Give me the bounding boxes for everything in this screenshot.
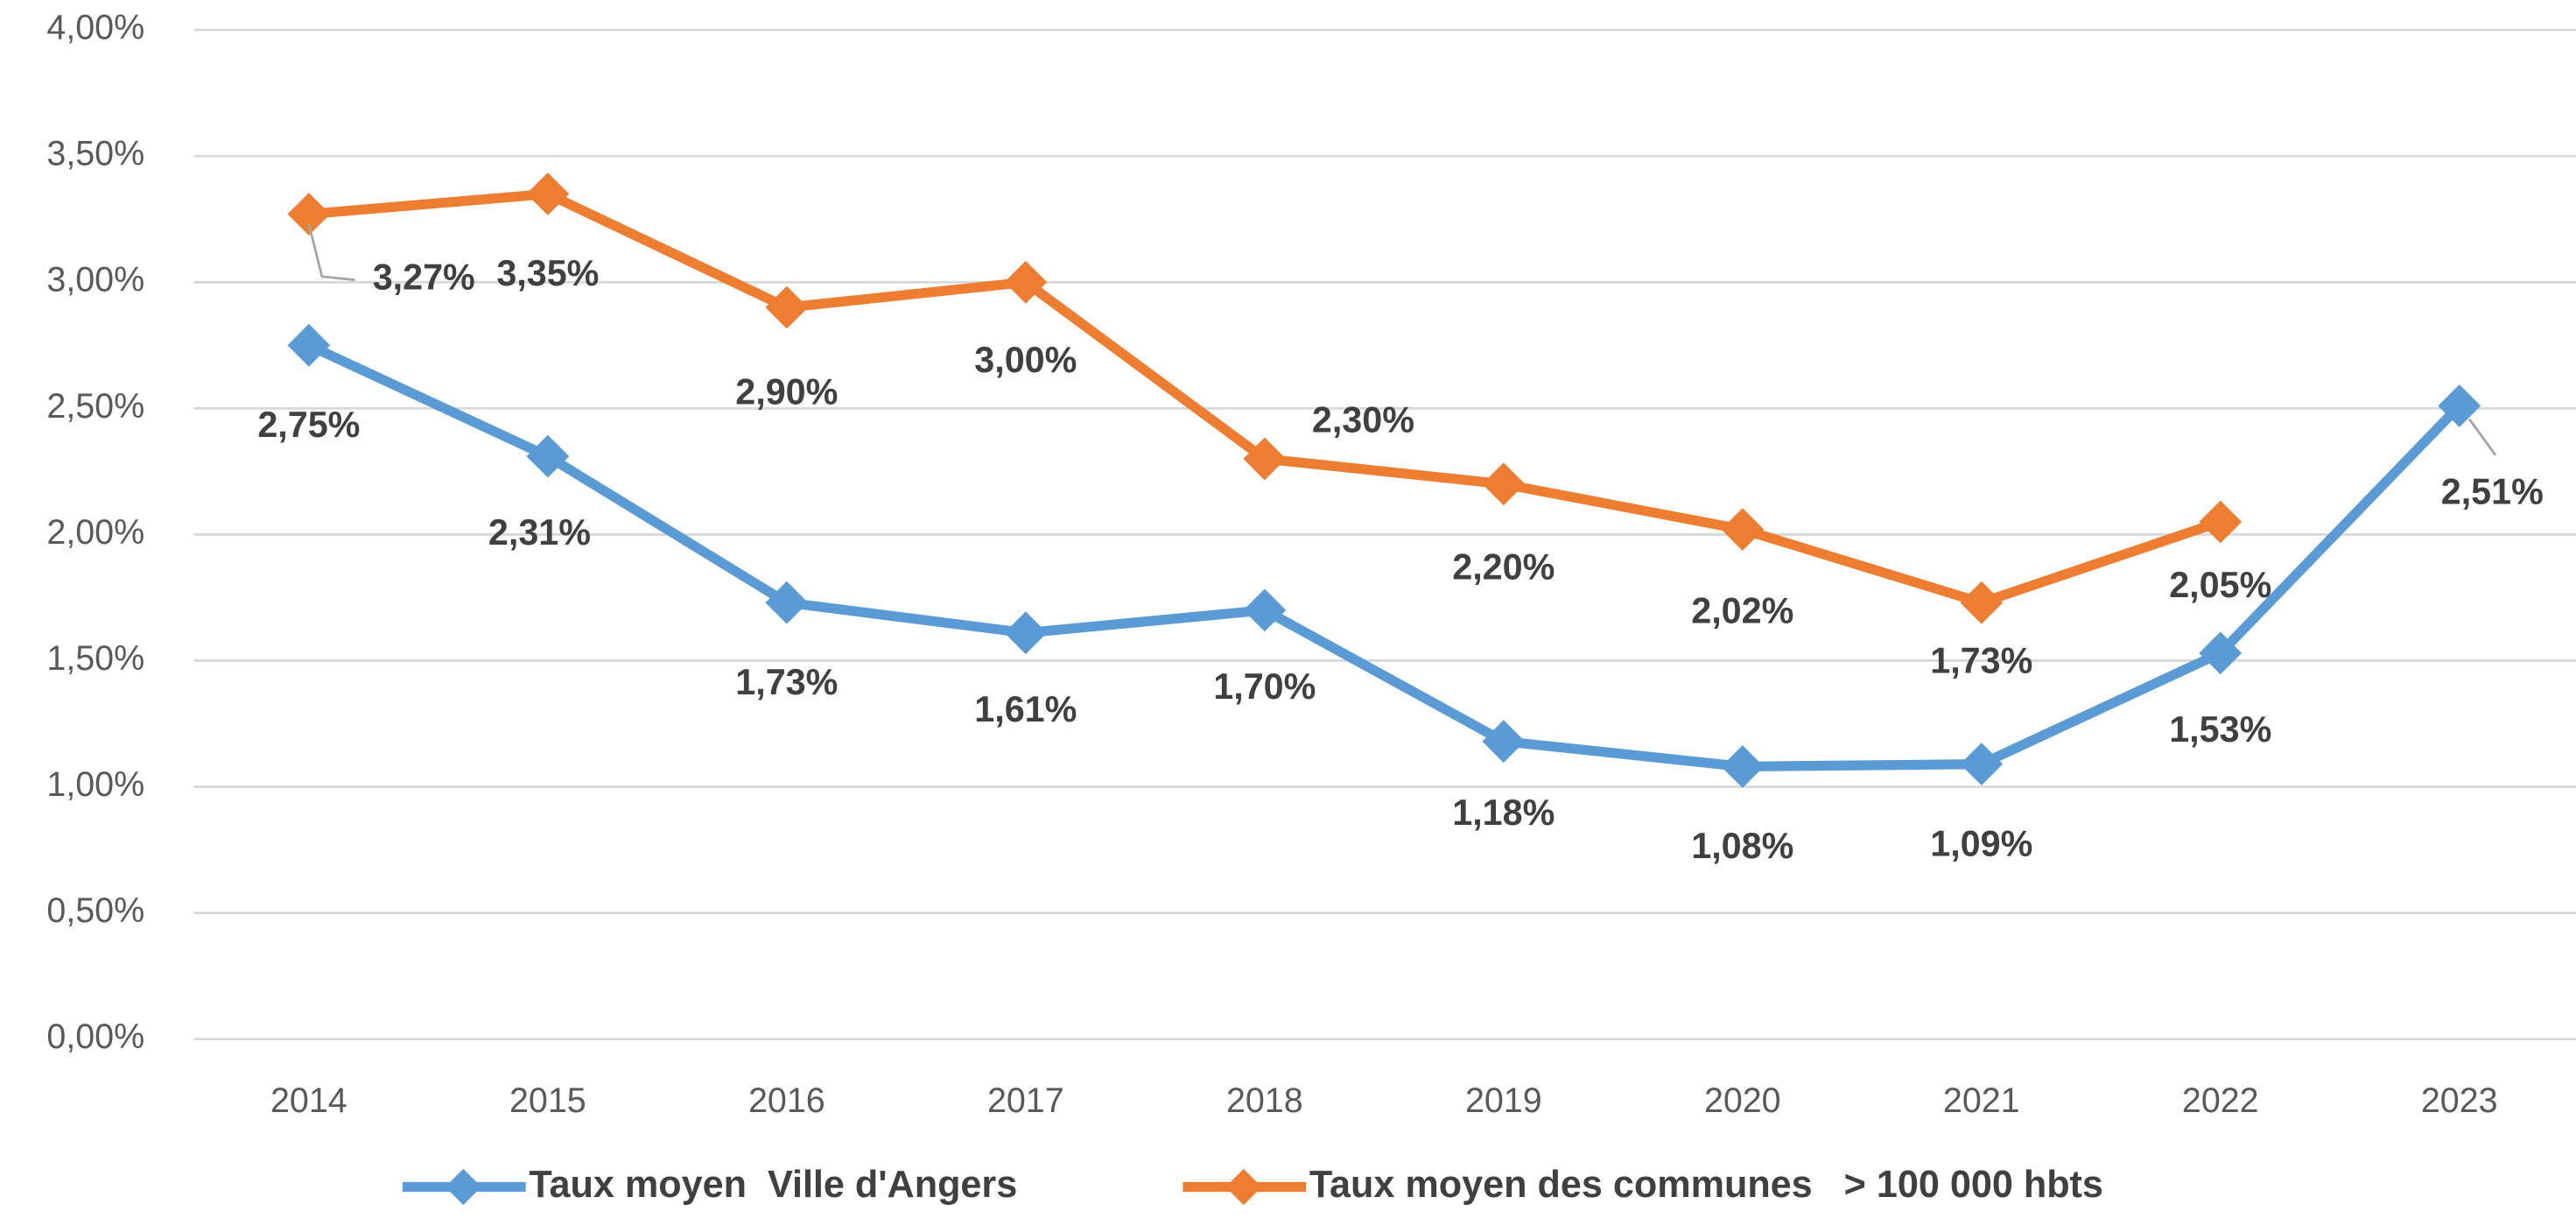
marker <box>1004 611 1048 655</box>
data-label: 2,51% <box>2441 472 2544 512</box>
data-label: 1,73% <box>1930 641 2032 681</box>
data-label: 2,05% <box>2169 565 2271 605</box>
marker <box>526 434 570 478</box>
leader-line <box>2467 418 2497 456</box>
marker <box>1243 588 1287 632</box>
data-label: 1,61% <box>974 689 1077 729</box>
data-label: 1,09% <box>1930 823 2032 863</box>
y-tick-label: 0,00% <box>46 1017 144 1056</box>
data-label: 1,18% <box>1452 792 1555 833</box>
x-tick-label: 2020 <box>1704 1081 1781 1120</box>
x-tick-label: 2019 <box>1465 1081 1542 1120</box>
data-label: 2,90% <box>735 372 838 412</box>
y-tick-label: 0,50% <box>46 891 144 930</box>
x-tick-label: 2016 <box>748 1081 825 1120</box>
marker <box>2199 500 2243 544</box>
data-label: 3,27% <box>373 257 475 298</box>
x-tick-label: 2023 <box>2421 1081 2498 1120</box>
data-label: 2,20% <box>1452 546 1555 587</box>
marker <box>2438 384 2481 427</box>
legend-item: Taux moyen des communes > 100 000 hbts <box>1183 1164 2103 1206</box>
marker <box>1960 581 2004 624</box>
y-tick-label: 3,00% <box>46 261 144 299</box>
data-label: 1,70% <box>1213 666 1316 707</box>
data-label: 2,31% <box>488 512 591 553</box>
data-label: 1,08% <box>1691 826 1793 866</box>
legend-label: Taux moyen Ville d'Angers <box>529 1164 1017 1206</box>
x-tick-label: 2015 <box>509 1081 586 1120</box>
data-label: 2,75% <box>257 405 360 445</box>
marker <box>287 193 331 236</box>
legend-marker <box>445 1168 481 1206</box>
marker <box>1482 462 1526 506</box>
marker <box>526 172 570 215</box>
x-tick-label: 2014 <box>270 1081 347 1120</box>
data-label: 1,73% <box>735 662 838 702</box>
x-tick-label: 2018 <box>1226 1081 1303 1120</box>
marker <box>1482 720 1526 764</box>
data-label: 1,53% <box>2169 709 2271 750</box>
marker <box>1960 743 2004 785</box>
marker <box>765 285 809 329</box>
y-tick-label: 3,50% <box>46 135 144 173</box>
marker <box>1721 745 1765 788</box>
legend-marker <box>1225 1168 1262 1206</box>
data-label: 2,02% <box>1691 590 1793 630</box>
data-label: 3,35% <box>496 253 599 293</box>
series-line <box>306 341 2463 772</box>
y-tick-label: 1,50% <box>46 639 144 678</box>
x-tick-label: 2017 <box>987 1081 1064 1120</box>
marker <box>765 581 809 624</box>
y-tick-label: 4,00% <box>46 9 144 47</box>
y-tick-label: 2,00% <box>46 513 144 552</box>
legend-label: Taux moyen des communes > 100 000 hbts <box>1309 1164 2103 1206</box>
marker <box>1243 437 1287 481</box>
marker <box>287 323 331 367</box>
x-tick-label: 2022 <box>2182 1081 2259 1120</box>
marker <box>1721 508 1765 552</box>
marker <box>2199 631 2243 675</box>
x-tick-label: 2021 <box>1943 1081 2020 1120</box>
data-label: 2,30% <box>1312 400 1414 440</box>
y-tick-label: 1,00% <box>46 765 144 804</box>
legend-item: Taux moyen Ville d'Angers <box>402 1164 1017 1206</box>
y-tick-label: 2,50% <box>46 387 144 426</box>
leader-line <box>307 223 355 281</box>
data-label: 3,00% <box>974 340 1077 380</box>
